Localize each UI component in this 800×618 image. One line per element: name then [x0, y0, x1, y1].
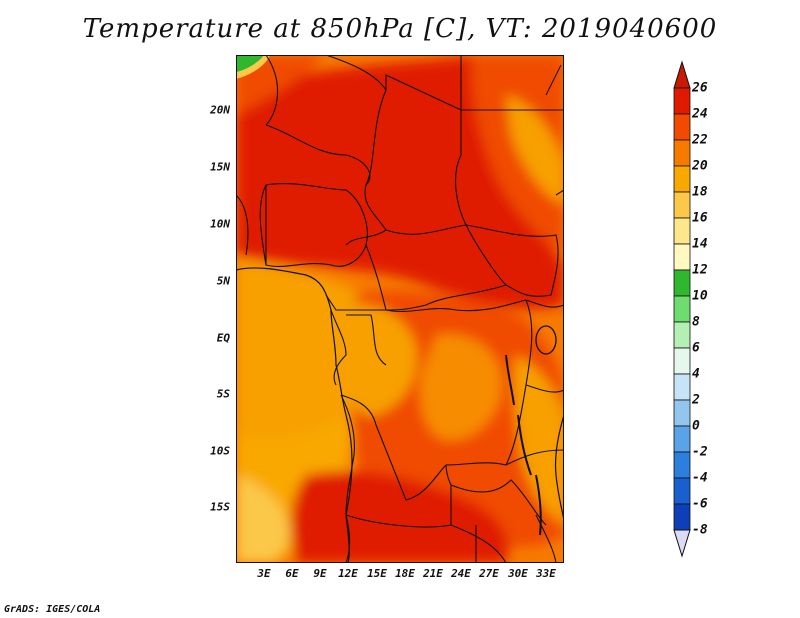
- lat-label: 15N: [210, 160, 230, 174]
- colorbar-cell: [673, 269, 691, 297]
- lon-label: 24E: [451, 567, 471, 580]
- colorbar-label: 0: [692, 418, 700, 434]
- colorbar-cell: [673, 321, 691, 349]
- lat-label: 20N: [210, 103, 230, 117]
- lon-label: 12E: [338, 567, 358, 580]
- colorbar-label: 24: [692, 106, 708, 122]
- colorbar-label: 20: [692, 158, 708, 174]
- colorbar-label: 16: [692, 210, 708, 226]
- lat-label: EQ: [216, 331, 230, 345]
- colorbar-label: 8: [692, 314, 700, 330]
- colorbar-cell: [673, 373, 691, 401]
- lon-label: 9E: [313, 567, 327, 580]
- lat-label: 10N: [210, 217, 230, 231]
- lon-label: 3E: [257, 567, 271, 580]
- colorbar-cell: [673, 347, 691, 375]
- colorbar-label: 18: [692, 184, 708, 200]
- colorbar-label: 14: [692, 236, 708, 252]
- colorbar-cell: [673, 451, 691, 479]
- colorbar-label: -8: [692, 522, 708, 538]
- lon-label: 33E: [536, 567, 556, 580]
- colorbar-cell: [673, 425, 691, 453]
- colorbar-label: 10: [692, 288, 708, 304]
- lat-label: 15S: [210, 500, 230, 514]
- colorbar-label: -6: [692, 496, 708, 512]
- colorbar-label: -2: [692, 444, 708, 460]
- lat-label: 10S: [210, 444, 230, 458]
- lon-label: 27E: [479, 567, 499, 580]
- colorbar-cell: [673, 399, 691, 427]
- colorbar-label: 4: [692, 366, 700, 382]
- colorbar-cell: [673, 243, 691, 271]
- colorbar-cell: [673, 191, 691, 219]
- temperature-map: [236, 55, 564, 563]
- lat-label: 5S: [216, 387, 230, 401]
- colorbar-cell: [673, 113, 691, 141]
- credit-text: GrADS: IGES/COLA: [4, 604, 101, 615]
- colorbar-overflow-low: [673, 529, 691, 558]
- lon-label: 21E: [423, 567, 443, 580]
- colorbar: [673, 60, 691, 558]
- colorbar-overflow-high: [673, 60, 691, 89]
- colorbar-cell: [673, 217, 691, 245]
- lon-label: 30E: [508, 567, 528, 580]
- temperature-field: [236, 55, 564, 563]
- colorbar-label: 22: [692, 132, 708, 148]
- colorbar-cell: [673, 87, 691, 115]
- colorbar-label: 6: [692, 340, 700, 356]
- colorbar-cell: [673, 295, 691, 323]
- colorbar-label: 2: [692, 392, 700, 408]
- lat-label: 5N: [216, 274, 230, 288]
- lon-label: 6E: [285, 567, 299, 580]
- colorbar-cell: [673, 165, 691, 193]
- lon-label: 18E: [395, 567, 415, 580]
- colorbar-label: -4: [692, 470, 708, 486]
- colorbar-label: 26: [692, 80, 708, 96]
- colorbar-cell: [673, 503, 691, 531]
- map-title: Temperature at 850hPa [C], VT: 201904060…: [82, 14, 718, 44]
- colorbar-cell: [673, 477, 691, 505]
- lon-label: 15E: [367, 567, 387, 580]
- colorbar-label: 12: [692, 262, 708, 278]
- colorbar-cell: [673, 139, 691, 167]
